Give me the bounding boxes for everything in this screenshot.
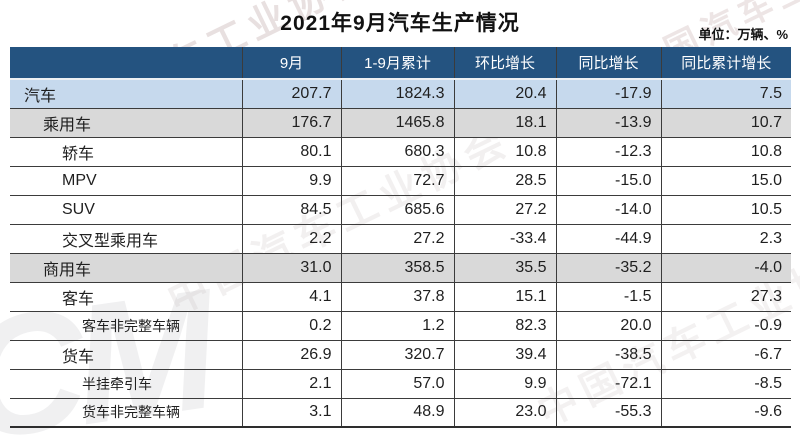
row-label: SUV: [10, 195, 242, 225]
column-header: 1-9月累计: [340, 47, 454, 80]
cell-value: -6.7: [660, 340, 791, 370]
column-header-category: [10, 47, 242, 80]
table-row: MPV 9.9 72.7 28.5 -15.0 15.0: [10, 166, 791, 196]
table-row: 货车非完整车辆 3.1 48.9 23.0 -55.3 -9.6: [10, 398, 791, 428]
cell-value: 10.8: [660, 137, 791, 167]
table-row: 半挂牵引车 2.1 57.0 9.9 -72.1 -8.5: [10, 369, 791, 399]
cell-value: 35.5: [453, 253, 556, 283]
cell-value: 358.5: [340, 253, 454, 283]
cell-value: -0.9: [660, 311, 791, 341]
cell-value: 23.0: [453, 398, 556, 428]
table-row: 客车非完整车辆 0.2 1.2 82.3 20.0 -0.9: [10, 311, 791, 341]
cell-value: 15.0: [660, 166, 791, 196]
cell-value: 18.1: [453, 108, 556, 138]
cell-value: 82.3: [453, 311, 556, 341]
cell-value: 9.9: [241, 166, 341, 196]
cell-value: -17.9: [555, 79, 661, 109]
cell-value: 20.4: [453, 79, 556, 109]
cell-value: 1.2: [340, 311, 454, 341]
column-header: 环比增长: [453, 47, 556, 80]
unit-note: 单位：万辆、%: [698, 27, 788, 42]
cell-value: 27.3: [660, 282, 791, 312]
cell-value: 84.5: [241, 195, 341, 225]
cell-value: 176.7: [241, 108, 341, 138]
table-header-row: 9月 1-9月累计 环比增长 同比增长 同比累计增长: [10, 47, 791, 80]
cell-value: 7.5: [660, 79, 791, 109]
column-header: 同比累计增长: [660, 47, 791, 80]
table-row: 轿车 80.1 680.3 10.8 -12.3 10.8: [10, 137, 791, 167]
cell-value: -44.9: [555, 224, 661, 254]
table-row: 乘用车 176.7 1465.8 18.1 -13.9 10.7: [10, 108, 791, 138]
cell-value: 3.1: [241, 398, 341, 428]
cell-value: 2.3: [660, 224, 791, 254]
row-label: MPV: [10, 166, 242, 196]
table-row: 交叉型乘用车 2.2 27.2 -33.4 -44.9 2.3: [10, 224, 791, 254]
production-table: 9月 1-9月累计 环比增长 同比增长 同比累计增长 汽车 207.7 1824.3 20.4…: [10, 47, 791, 428]
cell-value: 72.7: [340, 166, 454, 196]
row-label: 货车非完整车辆: [10, 398, 242, 428]
cell-value: -33.4: [453, 224, 556, 254]
cell-value: 1824.3: [340, 79, 454, 109]
cell-value: -55.3: [555, 398, 661, 428]
cell-value: 26.9: [241, 340, 341, 370]
row-label: 乘用车: [10, 108, 242, 138]
row-label: 汽车: [10, 79, 242, 109]
row-label: 货车: [10, 340, 242, 370]
cell-value: -9.6: [660, 398, 791, 428]
cell-value: 2.1: [241, 369, 341, 399]
cell-value: 10.8: [453, 137, 556, 167]
column-header: 9月: [241, 47, 341, 80]
row-label: 商用车: [10, 253, 242, 283]
table-body: 汽车 207.7 1824.3 20.4 -17.9 7.5 乘用车 176.7 1465.8 1…: [10, 79, 791, 428]
cell-value: 320.7: [340, 340, 454, 370]
cell-value: -35.2: [555, 253, 661, 283]
row-label: 半挂牵引车: [10, 369, 242, 399]
cell-value: -14.0: [555, 195, 661, 225]
cell-value: 37.8: [340, 282, 454, 312]
cell-value: -8.5: [660, 369, 791, 399]
column-header: 同比增长: [555, 47, 661, 80]
row-label: 客车: [10, 282, 242, 312]
row-label: 轿车: [10, 137, 242, 167]
cell-value: -1.5: [555, 282, 661, 312]
cell-value: 48.9: [340, 398, 454, 428]
cell-value: 27.2: [453, 195, 556, 225]
table-row: 商用车 31.0 358.5 35.5 -35.2 -4.0: [10, 253, 791, 283]
cell-value: 1465.8: [340, 108, 454, 138]
cell-value: 10.5: [660, 195, 791, 225]
table-row: 客车 4.1 37.8 15.1 -1.5 27.3: [10, 282, 791, 312]
cell-value: 685.6: [340, 195, 454, 225]
table-row: SUV 84.5 685.6 27.2 -14.0 10.5: [10, 195, 791, 225]
row-label: 客车非完整车辆: [10, 311, 242, 341]
cell-value: 15.1: [453, 282, 556, 312]
table-row: 汽车 207.7 1824.3 20.4 -17.9 7.5: [10, 79, 791, 109]
cell-value: 9.9: [453, 369, 556, 399]
cell-value: -4.0: [660, 253, 791, 283]
cell-value: -12.3: [555, 137, 661, 167]
cell-value: 57.0: [340, 369, 454, 399]
table-row: 货车 26.9 320.7 39.4 -38.5 -6.7: [10, 340, 791, 370]
page-title: 2021年9月汽车生产情况: [280, 12, 520, 35]
cell-value: 39.4: [453, 340, 556, 370]
cell-value: 10.7: [660, 108, 791, 138]
cell-value: 680.3: [340, 137, 454, 167]
cell-value: 2.2: [241, 224, 341, 254]
cell-value: 207.7: [241, 79, 341, 109]
cell-value: 31.0: [241, 253, 341, 283]
cell-value: 20.0: [555, 311, 661, 341]
cell-value: -15.0: [555, 166, 661, 196]
cell-value: -38.5: [555, 340, 661, 370]
cell-value: 0.2: [241, 311, 341, 341]
row-label: 交叉型乘用车: [10, 224, 242, 254]
cell-value: 80.1: [241, 137, 341, 167]
cell-value: -72.1: [555, 369, 661, 399]
cell-value: -13.9: [555, 108, 661, 138]
cell-value: 27.2: [340, 224, 454, 254]
cell-value: 28.5: [453, 166, 556, 196]
cell-value: 4.1: [241, 282, 341, 312]
